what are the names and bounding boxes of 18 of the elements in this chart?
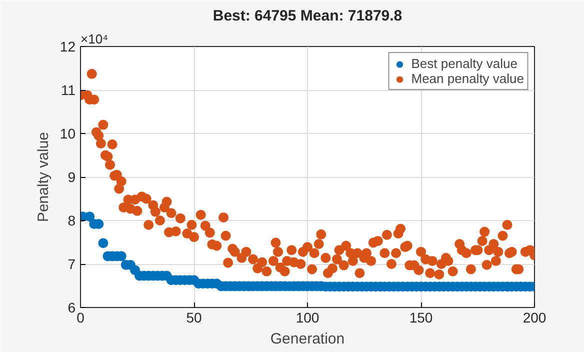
legend-label: Mean penalty value — [411, 71, 524, 86]
y-tick-label: 8 — [68, 212, 76, 228]
x-tick-label: 50 — [186, 310, 202, 326]
y-tick-label: 6 — [68, 300, 76, 316]
x-tick-label: 150 — [409, 310, 433, 326]
chart-title: Best: 64795 Mean: 71879.8 — [212, 8, 402, 24]
legend-label: Best penalty value — [411, 56, 518, 71]
y-tick-label: 10 — [60, 126, 76, 142]
x-tick-label: 100 — [296, 310, 320, 326]
x-tick-label: 0 — [76, 310, 85, 326]
y-axis-title: Penalty value — [34, 132, 52, 222]
y-tick-label: 12 — [60, 38, 76, 54]
y-tick-label: 7 — [68, 256, 76, 272]
text: ×10⁴ — [80, 32, 108, 46]
y-tick-label: 11 — [60, 82, 76, 98]
y-tick-label: 9 — [68, 169, 76, 185]
x-tick-label: 200 — [522, 310, 546, 326]
x-axis-title: Generation — [270, 330, 345, 348]
